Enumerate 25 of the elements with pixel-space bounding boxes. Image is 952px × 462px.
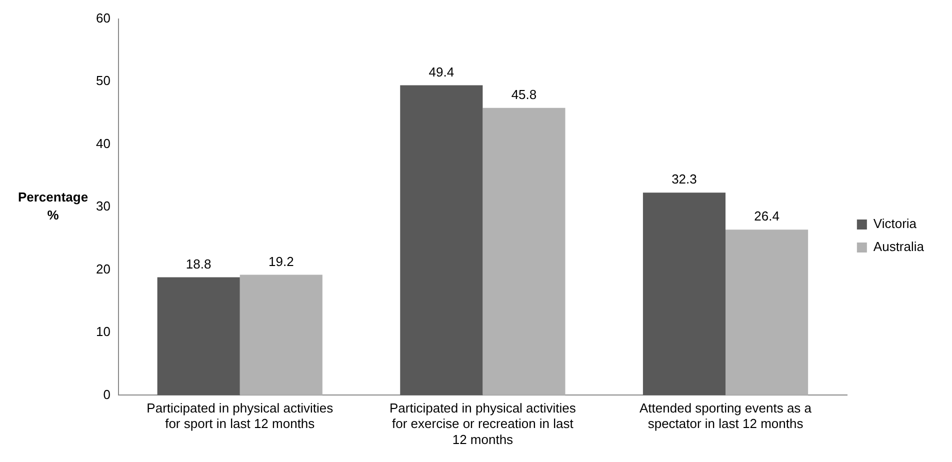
data-label: 19.2 [268,254,294,269]
x-tick-label: Attended sporting events as a spectator in last 12 months [640,400,812,432]
y-tick-label: 30 [96,198,110,214]
data-label: 18.8 [186,256,212,272]
y-tick-label: 0 [103,386,110,402]
legend-label: Victoria [873,216,918,232]
y-tick-label: 60 [96,10,110,26]
y-tick-label: 20 [96,261,110,276]
data-label: 26.4 [754,208,780,224]
data-label: 49.4 [428,64,454,80]
x-tick-label: Participated in physical activities for sport in last 12 months [146,400,334,432]
bar [157,277,240,396]
bar [642,192,726,396]
legend-label: Australia [873,239,925,254]
y-tick-label: 10 [96,324,110,340]
y-tick-label: 40 [96,136,110,151]
y-tick-label: 50 [96,73,110,88]
bar [482,108,566,396]
bar [726,230,808,396]
bar [240,274,322,396]
bar [400,85,483,396]
data-label: 32.3 [672,172,697,187]
data-label: 45.8 [511,86,537,102]
y-axis-title: Percentage % [18,190,88,223]
x-tick-label: Participated in physical activities for exercise or recreation in last 12 months [389,400,576,447]
